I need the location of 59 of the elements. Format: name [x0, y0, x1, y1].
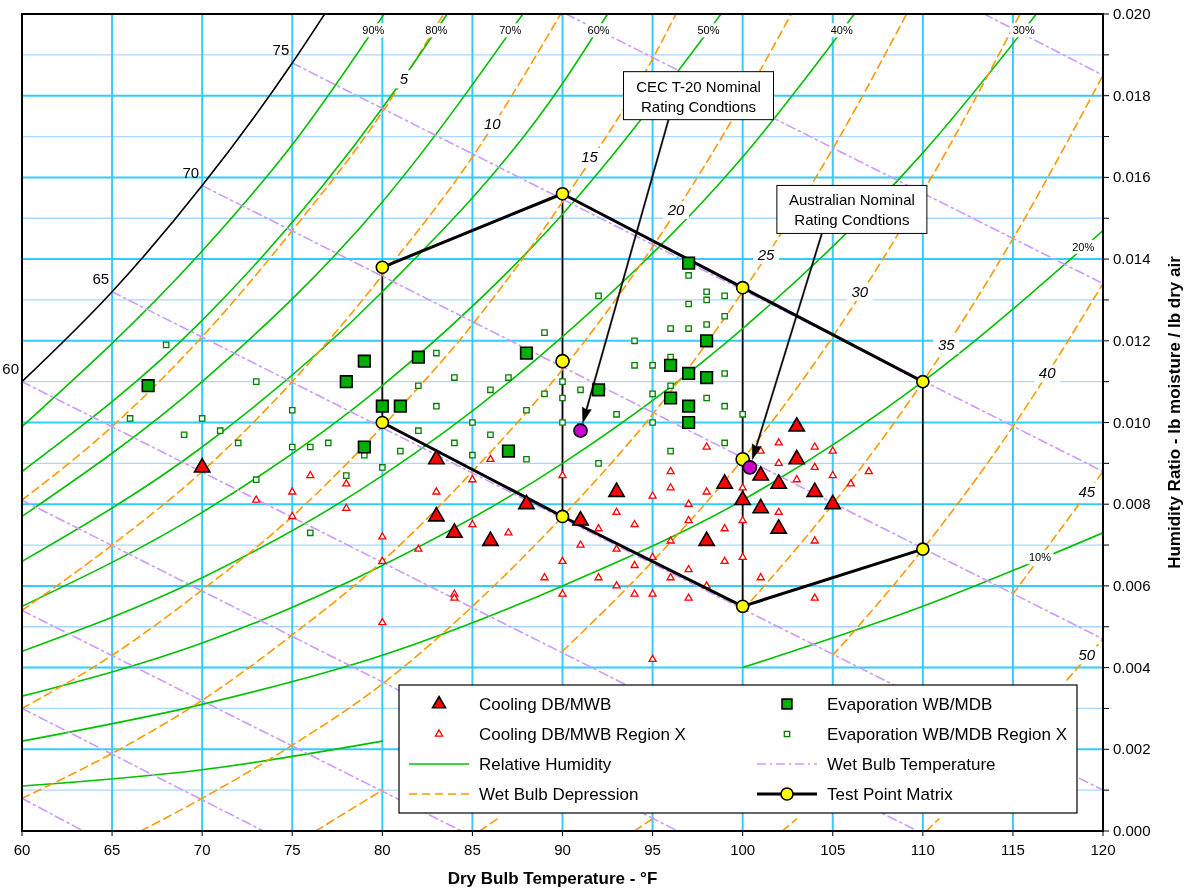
annotation: 70 — [182, 163, 200, 181]
x-tick-label: 115 — [1000, 841, 1025, 858]
x-tick-label: 100 — [730, 841, 756, 858]
y-tick-label: 0.014 — [1113, 250, 1151, 268]
legend-label: Evaporation WB/MDB Region X — [827, 725, 1067, 744]
x-tick-label: 120 — [1090, 841, 1116, 858]
annotation: Australian Nominal Rating Condtions — [788, 191, 915, 229]
annotation: 30 — [851, 282, 869, 300]
legend-label: Wet Bulb Temperature — [827, 755, 996, 774]
y-axis-title: Humidity Ratio - lb moisture / lb dry air — [1165, 255, 1184, 569]
legend-label: Wet Bulb Depression — [479, 785, 639, 804]
x-axis-title: Dry Bulb Temperature - °F — [447, 869, 658, 888]
annotation: 20% — [1072, 240, 1095, 253]
legend-label: Cooling DB/MWB — [479, 695, 612, 714]
annotation: 45 — [1078, 482, 1096, 500]
annotation: 20 — [666, 201, 685, 219]
annotation: 80% — [425, 24, 448, 37]
annotation: 75 — [272, 41, 290, 59]
annotation: 60% — [587, 24, 610, 37]
y-tick-label: 0.002 — [1113, 740, 1151, 758]
x-tick-label: 90 — [554, 841, 571, 858]
annotation: 5 — [399, 70, 409, 88]
annotation: 50 — [1078, 646, 1096, 664]
x-tick-label: 75 — [283, 841, 301, 858]
y-tick-label: 0.000 — [1113, 822, 1151, 839]
y-tick-label: 0.018 — [1113, 86, 1151, 104]
annotation: 15 — [581, 147, 599, 165]
x-tick-label: 85 — [464, 841, 481, 858]
y-tick-label: 0.004 — [1113, 658, 1151, 676]
annotation: 40 — [1038, 364, 1057, 382]
annotation: 70% — [499, 24, 522, 37]
y-tick-label: 0.008 — [1113, 495, 1151, 513]
annotation: 65 — [92, 269, 110, 287]
x-tick-label: 105 — [820, 841, 846, 858]
x-tick-label: 60 — [13, 841, 31, 858]
annotation: 35 — [937, 335, 956, 353]
annotation: 30% — [1012, 24, 1035, 37]
annotation: 50% — [697, 24, 720, 37]
annotation: 60 — [2, 359, 19, 377]
y-tick-label: 0.016 — [1113, 168, 1151, 186]
legend-label: Relative Humidity — [479, 755, 612, 774]
annotation: 10 — [483, 115, 502, 133]
legend-label: Cooling DB/MWB Region X — [479, 725, 686, 744]
x-tick-label: 65 — [103, 841, 121, 858]
annotation: 10% — [1028, 551, 1052, 564]
x-tick-label: 110 — [910, 841, 935, 858]
annotation: 40% — [830, 24, 853, 37]
x-tick-label: 80 — [373, 841, 391, 858]
annotation: 25 — [756, 246, 776, 264]
y-tick-label: 0.012 — [1113, 331, 1151, 349]
x-tick-label: 95 — [644, 841, 661, 858]
y-tick-label: 0.010 — [1113, 413, 1151, 431]
annotation: 90% — [362, 24, 385, 37]
y-tick-label: 0.020 — [1113, 5, 1151, 22]
y-tick-label: 0.006 — [1113, 576, 1151, 594]
legend-label: Test Point Matrix — [827, 785, 954, 804]
x-tick-label: 70 — [193, 841, 211, 858]
legend-label: Evaporation WB/MDB — [827, 695, 993, 714]
annotation: CEC T-20 Nominal Rating Condtions — [636, 77, 761, 115]
